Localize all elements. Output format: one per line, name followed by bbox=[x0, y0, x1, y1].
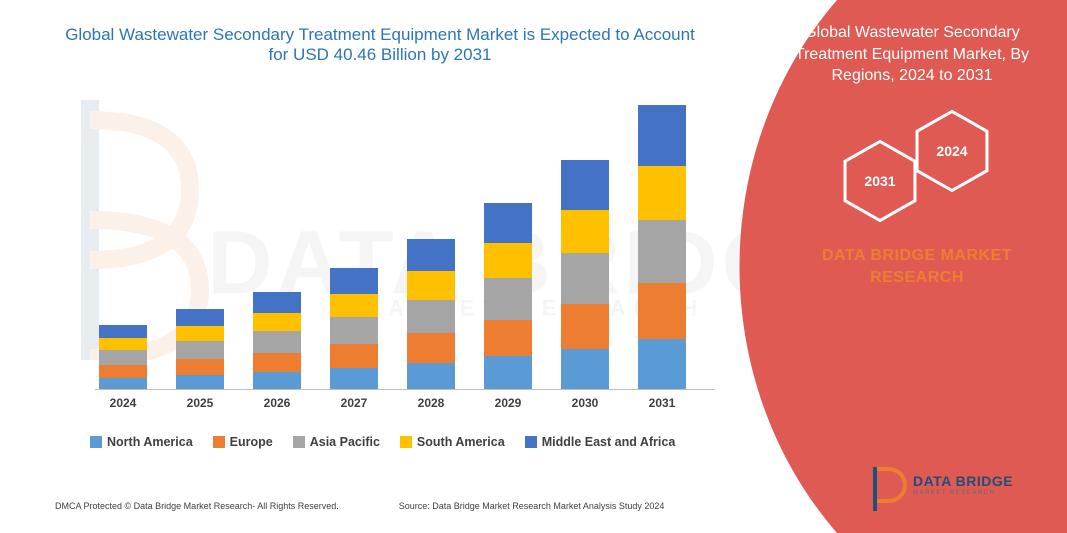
bar-segment bbox=[638, 339, 686, 389]
brand-logo-name: DATA BRIDGE bbox=[913, 474, 1013, 488]
hexagon-badges: 2031 2024 bbox=[842, 108, 1012, 218]
bar-segment bbox=[253, 372, 301, 389]
bar-segment bbox=[253, 353, 301, 372]
hexagon-2024: 2024 bbox=[914, 108, 990, 194]
bar-segment bbox=[330, 317, 378, 344]
bar-segment bbox=[638, 220, 686, 283]
legend-label: South America bbox=[417, 435, 505, 449]
left-panel: Global Wastewater Secondary Treatment Eq… bbox=[0, 0, 760, 533]
bar-segment bbox=[99, 338, 147, 350]
bar-segment bbox=[484, 278, 532, 319]
bar-segment bbox=[484, 320, 532, 356]
legend: North America Europe Asia Pacific South Ame… bbox=[90, 435, 730, 453]
x-tick-label: 2028 bbox=[401, 396, 461, 410]
hexagon-label-2031: 2031 bbox=[864, 173, 895, 189]
x-axis-labels: 2024 2025 2026 2027 2028 2029 2030 2031 bbox=[95, 396, 715, 420]
legend-swatch bbox=[293, 436, 305, 448]
bar-segment bbox=[407, 300, 455, 334]
chart-area: 2024 2025 2026 2027 2028 2029 2030 2031 bbox=[95, 90, 715, 420]
bar-group bbox=[253, 292, 301, 389]
bar-segment bbox=[561, 253, 609, 304]
bar-group bbox=[638, 105, 686, 389]
bar-segment bbox=[176, 326, 224, 341]
bar-segment bbox=[561, 210, 609, 254]
bar-group bbox=[484, 203, 532, 389]
legend-item: South America bbox=[400, 435, 505, 449]
legend-item: North America bbox=[90, 435, 193, 449]
brand-text: DATA BRIDGE MARKET RESEARCH bbox=[787, 245, 1047, 290]
bar-group bbox=[99, 325, 147, 389]
bar-segment bbox=[407, 363, 455, 389]
legend-swatch bbox=[400, 436, 412, 448]
bar-group bbox=[407, 239, 455, 389]
legend-swatch bbox=[90, 436, 102, 448]
bar-segment bbox=[561, 160, 609, 209]
bar-segment bbox=[176, 309, 224, 326]
brand-line1: DATA BRIDGE MARKET bbox=[787, 245, 1047, 267]
bar-segment bbox=[638, 283, 686, 339]
bar-segment bbox=[330, 368, 378, 389]
legend-item: Europe bbox=[213, 435, 273, 449]
legend-label: North America bbox=[107, 435, 193, 449]
x-tick-label: 2026 bbox=[247, 396, 307, 410]
hexagon-label-2024: 2024 bbox=[936, 143, 967, 159]
x-tick-label: 2025 bbox=[170, 396, 230, 410]
chart-title: Global Wastewater Secondary Treatment Eq… bbox=[60, 25, 700, 65]
bar-segment bbox=[330, 344, 378, 368]
bar-segment bbox=[99, 378, 147, 389]
bar-segment bbox=[407, 333, 455, 362]
bar-segment bbox=[407, 239, 455, 271]
bar-group bbox=[176, 309, 224, 389]
bar-segment bbox=[99, 365, 147, 378]
right-panel-title: Global Wastewater Secondary Treatment Eq… bbox=[777, 22, 1047, 87]
hexagon-2031: 2031 bbox=[842, 138, 918, 224]
x-tick-label: 2030 bbox=[555, 396, 615, 410]
bar-segment bbox=[176, 375, 224, 389]
footnotes: DMCA Protected © Data Bridge Market Rese… bbox=[55, 501, 755, 511]
legend-label: Europe bbox=[230, 435, 273, 449]
footnote-copyright: DMCA Protected © Data Bridge Market Rese… bbox=[55, 501, 339, 511]
bar-segment bbox=[561, 304, 609, 349]
brand-logo-sub: MARKET RESEARCH bbox=[913, 490, 1013, 496]
bar-segment bbox=[638, 166, 686, 220]
bar-segment bbox=[484, 356, 532, 389]
stacked-bar-plot bbox=[95, 90, 715, 390]
bar-group bbox=[561, 160, 609, 389]
bar-segment bbox=[253, 292, 301, 313]
bar-segment bbox=[99, 325, 147, 339]
bar-segment bbox=[176, 341, 224, 359]
legend-label: Middle East and Africa bbox=[542, 435, 676, 449]
bar-segment bbox=[484, 243, 532, 278]
x-tick-label: 2024 bbox=[93, 396, 153, 410]
brand-logo-icon bbox=[877, 467, 907, 503]
bar-group bbox=[330, 268, 378, 389]
bar-segment bbox=[253, 313, 301, 332]
x-tick-label: 2031 bbox=[632, 396, 692, 410]
x-tick-label: 2029 bbox=[478, 396, 538, 410]
bar-segment bbox=[484, 203, 532, 243]
bar-segment bbox=[176, 359, 224, 375]
bar-segment bbox=[99, 350, 147, 364]
bar-segment bbox=[407, 271, 455, 300]
bar-segment bbox=[561, 349, 609, 389]
footnote-source: Source: Data Bridge Market Research Mark… bbox=[399, 501, 665, 511]
bar-segment bbox=[253, 331, 301, 352]
right-panel: Global Wastewater Secondary Treatment Eq… bbox=[717, 0, 1067, 533]
bar-segment bbox=[330, 268, 378, 294]
bar-segment bbox=[330, 294, 378, 317]
brand-logo: DATA BRIDGE MARKET RESEARCH bbox=[877, 465, 1027, 505]
bar-segment bbox=[638, 105, 686, 166]
x-tick-label: 2027 bbox=[324, 396, 384, 410]
brand-logo-text: DATA BRIDGE MARKET RESEARCH bbox=[913, 474, 1013, 496]
legend-label: Asia Pacific bbox=[310, 435, 380, 449]
legend-swatch bbox=[525, 436, 537, 448]
legend-item: Middle East and Africa bbox=[525, 435, 676, 449]
legend-swatch bbox=[213, 436, 225, 448]
brand-line2: RESEARCH bbox=[787, 267, 1047, 289]
infographic-root: DATA BRIDGE MARKET RESEARCH Global Waste… bbox=[0, 0, 1067, 533]
legend-item: Asia Pacific bbox=[293, 435, 380, 449]
